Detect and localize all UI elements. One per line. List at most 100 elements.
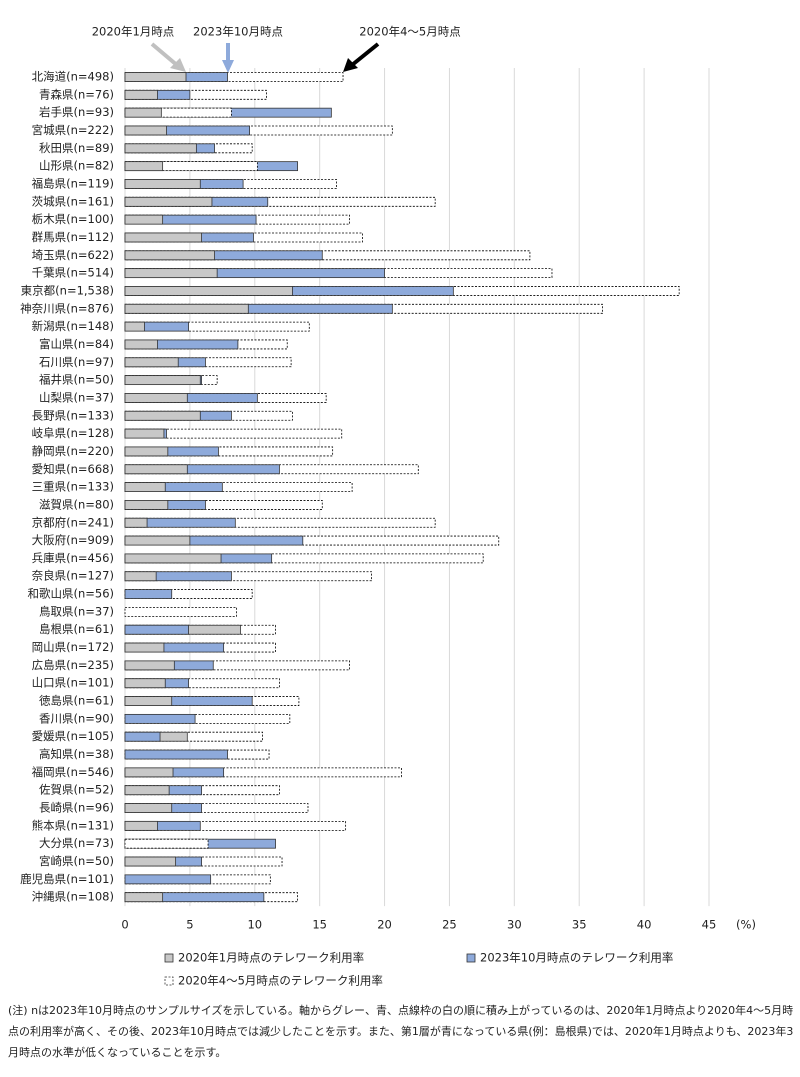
- legend-swatch: [466, 953, 476, 963]
- x-tick-label: 25: [442, 918, 457, 932]
- bar: [124, 196, 213, 207]
- bar: [124, 268, 218, 279]
- bar: [124, 589, 173, 599]
- x-tick-label: 15: [312, 918, 327, 932]
- bar: [124, 143, 197, 154]
- bar: [124, 696, 173, 706]
- y-tick-label: 岐阜県(n=128): [32, 426, 114, 440]
- y-tick-label: 鹿児島県(n=101): [20, 872, 114, 886]
- bar: [124, 785, 170, 796]
- x-tick-label: 10: [247, 918, 262, 932]
- y-tick-label: 徳島県(n=61): [39, 694, 114, 708]
- bar: [124, 161, 164, 172]
- bar: [124, 607, 238, 617]
- bar: [124, 535, 191, 546]
- bar: [124, 446, 169, 457]
- bar: [124, 624, 189, 635]
- bar: [124, 357, 292, 368]
- x-tick-label: 0: [121, 918, 128, 932]
- bar: [124, 393, 188, 403]
- bar: [124, 874, 212, 885]
- bar: [124, 838, 209, 849]
- bar: [124, 803, 173, 813]
- y-tick-label: 佐賀県(n=52): [39, 783, 114, 797]
- bar: [124, 72, 187, 82]
- y-tick-label: 滋賀県(n=80): [39, 497, 114, 511]
- bar: [124, 125, 167, 136]
- y-tick-label: 静岡県(n=220): [32, 444, 114, 458]
- legend-label: 2023年10月時点のテレワーク利用率: [480, 951, 673, 965]
- y-tick-label: 島根県(n=61): [39, 622, 114, 636]
- bar: [124, 856, 283, 867]
- annotation: 2020年1月時点: [92, 25, 175, 39]
- y-tick-label: 宮城県(n=222): [32, 123, 114, 137]
- y-tick-label: 愛知県(n=668): [32, 462, 114, 476]
- arrows: [150, 42, 380, 73]
- y-tick-label: 岡山県(n=172): [32, 640, 114, 654]
- bar: [124, 89, 158, 100]
- legend-swatch: [164, 953, 174, 963]
- y-tick-label: 三重県(n=133): [32, 480, 114, 494]
- bar: [124, 571, 372, 582]
- bar: [124, 482, 166, 492]
- x-unit: (%): [736, 918, 756, 932]
- bar: [124, 767, 174, 778]
- bar: [124, 731, 161, 742]
- annotation: 2020年4～5月時点: [359, 25, 460, 39]
- bar: [124, 232, 202, 243]
- bar: [124, 339, 158, 350]
- bar: [124, 571, 157, 582]
- y-tick-label: 奈良県(n=127): [32, 569, 114, 583]
- bar: [124, 107, 162, 118]
- bar: [124, 303, 249, 314]
- y-tick-label: 福井県(n=50): [39, 373, 114, 387]
- y-tick-label: 京都府(n=241): [32, 515, 114, 529]
- bar: [124, 500, 323, 510]
- chart: 2020年1月時点 2023年10月時点 2020年4～5月時点 0 5 10 15 2…: [20, 25, 756, 988]
- y-tick-label: 広島県(n=235): [32, 658, 114, 672]
- bar: [124, 357, 179, 368]
- y-tick-label: 千葉県(n=514): [32, 266, 114, 280]
- bar: [124, 428, 343, 439]
- y-tick-label: 福島県(n=119): [32, 176, 114, 190]
- legend-label: 2020年1月時点のテレワーク利用率: [178, 951, 364, 965]
- annotation: 2023年10月時点: [193, 25, 283, 39]
- bar: [124, 820, 158, 831]
- y-tick-label: 長崎県(n=96): [39, 801, 114, 815]
- y-tick-label: 神奈川県(n=876): [20, 301, 114, 315]
- bar: [124, 749, 228, 760]
- bar: [124, 89, 267, 100]
- bar: [124, 410, 201, 421]
- y-tick-label: 熊本県(n=131): [32, 818, 114, 832]
- y-tick-label: 長野県(n=133): [32, 408, 114, 422]
- x-tick-label: 40: [637, 918, 652, 932]
- bar: [124, 892, 164, 903]
- bar: [124, 856, 177, 867]
- y-tick-label: 石川県(n=97): [39, 355, 114, 369]
- y-tick-label: 茨城県(n=161): [32, 194, 114, 208]
- bar: [124, 179, 201, 189]
- footnote: (注) nは2023年10月時点のサンプルサイズを示している。軸からグレー、青、…: [8, 1004, 794, 1059]
- y-tick-label: 東京都(n=1,538): [21, 283, 114, 297]
- y-tick-label: 山梨県(n=37): [39, 390, 114, 404]
- y-tick-label: 和歌山県(n=56): [27, 587, 114, 601]
- x-tick-label: 30: [507, 918, 522, 932]
- y-tick-label: 山口県(n=101): [32, 676, 114, 690]
- bar: [124, 500, 169, 510]
- x-tick-label: 35: [572, 918, 587, 932]
- bar: [124, 107, 232, 118]
- bar: [124, 464, 188, 475]
- y-tick-label: 鳥取県(n=37): [39, 604, 114, 618]
- bar: [124, 660, 175, 671]
- y-tick-label: 栃木県(n=100): [32, 212, 114, 226]
- y-tick-label: 沖縄県(n=108): [32, 890, 114, 904]
- bar: [124, 214, 164, 225]
- y-tick-label: 新潟県(n=148): [32, 319, 114, 333]
- y-tick-label: 秋田県(n=89): [39, 141, 114, 155]
- y-tick-label: 群馬県(n=112): [32, 230, 114, 244]
- y-tick-label: 香川県(n=90): [39, 711, 114, 725]
- bar: [124, 713, 196, 724]
- bar: [124, 642, 165, 653]
- bar: [124, 321, 145, 332]
- y-tick-label: 埼玉県(n=622): [32, 248, 114, 262]
